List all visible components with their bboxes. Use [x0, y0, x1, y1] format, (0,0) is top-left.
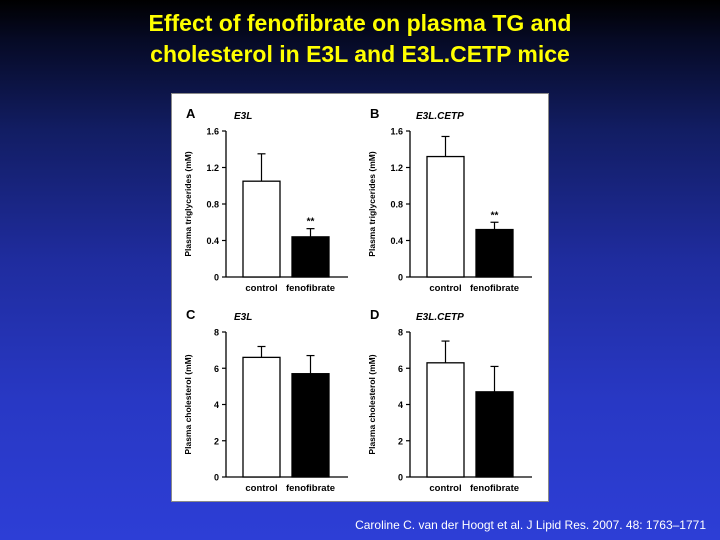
panel-a-bar-control: [242, 180, 281, 278]
slide-title: Effect of fenofibrate on plasma TG and c…: [0, 8, 720, 70]
panel-c-y-tick-label-1: 2: [214, 436, 219, 446]
panel-d-category-label-control: control: [429, 483, 461, 494]
panel-a-significance-fenofibrate: **: [307, 217, 315, 228]
panel-d-y-tick-label-2: 4: [398, 400, 403, 410]
panel-b-y-tick-label-0: 0: [398, 273, 403, 283]
panel-b-y-tick-label-3: 1.2: [390, 163, 403, 173]
panel-a-y-tick-label-3: 1.2: [206, 163, 219, 173]
panel-a-y-axis-label: Plasma triglycerides (mM): [183, 151, 193, 257]
panel-b-y-tick-label-1: 0.4: [390, 236, 403, 246]
panel-b-bar-fenofibrate: [475, 228, 514, 278]
panel-d-y-tick-label-1: 2: [398, 436, 403, 446]
panel-d-y-tick-label-4: 8: [398, 328, 403, 338]
panel-a-y-tick-label-1: 0.4: [206, 236, 219, 246]
panel-d-title: E3L.CETP: [416, 312, 464, 323]
panel-b-title: E3L.CETP: [416, 111, 464, 122]
panel-a-category-label-fenofibrate: fenofibrate: [286, 283, 335, 294]
panel-c-y-axis-label: Plasma cholesterol (mM): [183, 354, 193, 454]
panel-c-category-label-fenofibrate: fenofibrate: [286, 483, 335, 494]
panel-c-y-tick-label-2: 4: [214, 400, 219, 410]
panel-b-category-label-fenofibrate: fenofibrate: [470, 283, 519, 294]
figure-panel: A E3L 0 0.4 0.8 1.2 1.6 Plasma triglycerides (m…: [171, 93, 549, 502]
panel-d-bar-fenofibrate: [475, 391, 514, 478]
citation: Caroline C. van der Hoogt et al. J Lipid…: [355, 518, 706, 532]
panel-c-title: E3L: [234, 312, 252, 323]
panel-b-bar-control: [426, 155, 465, 278]
panel-d-letter: D: [370, 307, 379, 322]
panel-b-y-tick-label-2: 0.8: [390, 200, 403, 210]
panel-c-y-tick-label-3: 6: [214, 364, 219, 374]
panel-a-bar-fenofibrate: [291, 236, 330, 278]
panel-b-letter: B: [370, 106, 379, 121]
panel-d-category-label-fenofibrate: fenofibrate: [470, 483, 519, 494]
panel-c-category-label-control: control: [245, 483, 277, 494]
slide-title-line-2: cholesterol in E3L and E3L.CETP mice: [150, 41, 570, 67]
panel-d-y-tick-label-3: 6: [398, 364, 403, 374]
panel-c-letter: C: [186, 307, 196, 322]
panel-c-y-tick-label-0: 0: [214, 473, 219, 483]
panel-a-category-label-control: control: [245, 283, 277, 294]
panel-d-y-axis-label: Plasma cholesterol (mM): [367, 354, 377, 454]
panel-a-y-tick-label-4: 1.6: [206, 127, 219, 137]
panel-c-bar-control: [242, 356, 281, 478]
panel-a-y-tick-label-2: 0.8: [206, 200, 219, 210]
panel-a-title: E3L: [234, 111, 252, 122]
panel-d-bar-control: [426, 362, 465, 478]
panel-d-y-tick-label-0: 0: [398, 473, 403, 483]
panel-a-y-tick-label-0: 0: [214, 273, 219, 283]
panel-b-category-label-control: control: [429, 283, 461, 294]
panel-c-bar-fenofibrate: [291, 373, 330, 478]
slide-title-line-1: Effect of fenofibrate on plasma TG and: [148, 10, 572, 36]
panel-c-y-tick-label-4: 8: [214, 328, 219, 338]
panel-b-y-tick-label-4: 1.6: [390, 127, 403, 137]
panel-b-significance-fenofibrate: **: [491, 210, 499, 221]
panel-b-y-axis-label: Plasma triglycerides (mM): [367, 151, 377, 257]
panel-a-letter: A: [186, 106, 196, 121]
bar-chart-figure: A E3L 0 0.4 0.8 1.2 1.6 Plasma triglycerides (m…: [183, 106, 532, 494]
